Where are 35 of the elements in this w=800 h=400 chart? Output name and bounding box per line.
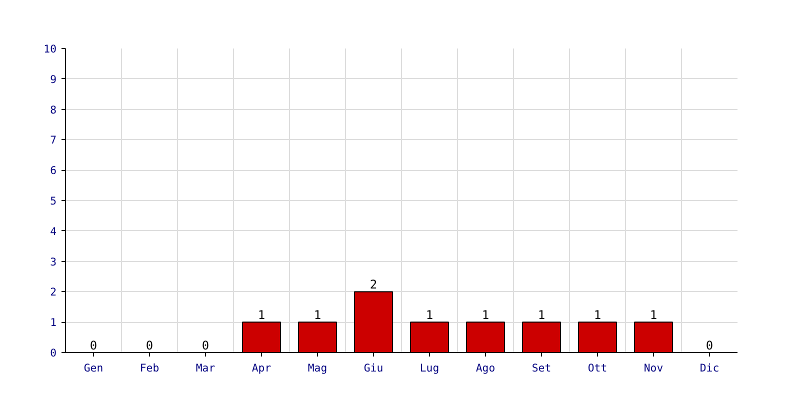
- x-tick-label: Feb: [140, 362, 160, 374]
- data-label: 1: [482, 308, 490, 322]
- y-tick-label: 2: [50, 286, 57, 299]
- x-tick-label: Dic: [700, 362, 720, 374]
- y-tick-label: 3: [50, 255, 57, 268]
- data-label: 1: [594, 308, 602, 322]
- x-tick-label: Giu: [364, 362, 384, 374]
- x-tick-label: Ago: [476, 362, 496, 374]
- data-label: 1: [258, 308, 266, 322]
- x-tick-label: Set: [532, 362, 552, 374]
- x-tick-label: Apr: [252, 362, 272, 374]
- y-tick-label: 4: [50, 224, 57, 238]
- y-tick-label: 6: [50, 164, 57, 178]
- y-tick-label: 8: [50, 103, 57, 116]
- x-tick-label: Mag: [308, 362, 328, 374]
- data-label: 0: [706, 338, 714, 352]
- x-tick-label: Nov: [644, 362, 664, 374]
- y-tick-label: 9: [50, 72, 57, 86]
- x-tick-label: Ott: [588, 362, 608, 374]
- x-tick-label: Gen: [84, 362, 104, 374]
- y-tick-label: 0: [50, 346, 57, 360]
- y-tick-label: 10: [44, 42, 57, 56]
- data-label: 1: [426, 308, 434, 322]
- y-tick-label: 7: [50, 134, 57, 147]
- data-label: 1: [650, 308, 658, 322]
- data-label: 1: [538, 308, 546, 322]
- data-label: 0: [202, 338, 210, 352]
- x-tick-label: Mar: [196, 362, 216, 374]
- y-tick-label: 5: [50, 194, 57, 208]
- data-label: 0: [146, 338, 154, 352]
- data-label: 2: [370, 278, 378, 292]
- x-tick-label: Lug: [420, 362, 440, 374]
- y-tick-label: 1: [50, 316, 57, 330]
- data-label: 1: [314, 308, 322, 322]
- data-label: 0: [90, 338, 98, 352]
